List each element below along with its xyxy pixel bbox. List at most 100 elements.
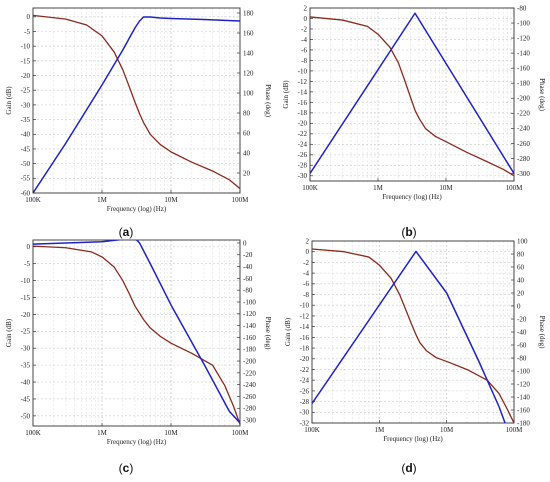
tick-label-right: -120: [243, 310, 256, 318]
tick-label-right: 20: [243, 169, 251, 177]
x-axis-label: Frequency (log) (Hz): [383, 435, 443, 443]
panel-b: 2 0 -2 -4 -6 -8 -10 -12 -14 -16 -18 -20 -22 -24 -26 -28…: [282, 4, 546, 201]
tick-label-right: -200: [243, 357, 256, 365]
tick-label-left: -30: [21, 345, 31, 353]
tick-label-right: 120: [243, 69, 254, 77]
tick-label-right: 160: [243, 29, 254, 37]
tick-label-x: 100K: [304, 426, 320, 434]
tick-label-right: -260: [517, 140, 530, 148]
tick-label-right: 0: [243, 239, 247, 247]
tick-label-left: -28: [298, 162, 308, 170]
tick-label-left: -14: [300, 323, 310, 331]
tick-label-right: -140: [243, 322, 256, 330]
tick-label-right: -80: [517, 354, 527, 362]
tick-label-left: -50: [21, 160, 31, 168]
tick-label-left: -4: [303, 270, 309, 278]
tick-label-right: 40: [517, 276, 525, 284]
tick-label-right: -260: [243, 393, 256, 401]
tick-label-right: -60: [243, 275, 253, 283]
gain-series-line: [312, 248, 514, 423]
tick-label-right: -40: [243, 263, 253, 271]
tick-label-left: -16: [300, 334, 310, 342]
tick-label-right: 140: [243, 49, 254, 57]
phase-series-line: [310, 12, 514, 174]
y-axis-label-left: Gain (dB): [5, 318, 13, 347]
tick-label-left: 0: [304, 15, 308, 23]
tick-label-right: 80: [517, 250, 525, 258]
tick-label-left: -10: [298, 67, 308, 75]
tick-label-left: -5: [24, 260, 30, 268]
tick-label-left: 2: [304, 4, 308, 12]
tick-label-left: -55: [21, 175, 31, 183]
panel-d: 20-2-4-6-8-10-12-14-16-18-20-22-24-26-28…: [284, 237, 546, 443]
tick-label-left: -5: [24, 28, 30, 36]
tick-label-x: 100M: [232, 429, 250, 437]
tick-label-right: -120: [517, 380, 530, 388]
panel-label-c: (c): [119, 461, 134, 475]
tick-label-right: -80: [243, 287, 253, 295]
tick-label-left: -16: [298, 99, 308, 107]
gain-series-line: [33, 14, 240, 190]
tick-label-right: -20: [243, 251, 253, 259]
tick-label-x: 100M: [232, 196, 250, 204]
tick-label-left: -28: [300, 398, 310, 406]
tick-label-x: 100M: [506, 426, 524, 434]
tick-label-x: 1M: [97, 429, 108, 437]
tick-label-right: -200: [517, 95, 530, 103]
tick-label-right: -220: [243, 369, 256, 377]
tick-label-right: -180: [517, 80, 530, 88]
tick-label-x: 10M: [439, 184, 453, 192]
tick-label-left: -30: [298, 172, 308, 180]
tick-label-left: -8: [301, 57, 307, 65]
tick-label-right: 100: [243, 89, 254, 97]
tick-label-left: -22: [298, 130, 308, 138]
gain-series-line: [33, 245, 240, 425]
tick-label-left: -40: [21, 378, 31, 386]
tick-label-left: -35: [21, 362, 31, 370]
panel-label-b: (b): [401, 225, 416, 239]
tick-label-left: -40: [21, 131, 31, 139]
panel-label-a: (a): [119, 225, 134, 239]
y-axis-label-right: Phase (deg): [264, 317, 272, 351]
tick-label-x: 100K: [25, 196, 41, 204]
tick-label-x: 1M: [373, 184, 384, 192]
tick-label-right: 100: [517, 237, 528, 245]
y-axis-label-right: Phase (deg): [538, 316, 546, 350]
tick-label-right: 60: [517, 263, 525, 271]
tick-label-left: -50: [21, 412, 31, 420]
tick-label-right: -220: [517, 110, 530, 118]
tick-label-left: -24: [300, 377, 310, 385]
y-axis-label-left: Gain (dB): [5, 86, 13, 115]
tick-label-left: -6: [301, 46, 307, 54]
tick-label-left: -10: [21, 43, 31, 51]
tick-label-right: -80: [517, 4, 527, 12]
tick-label-right: -100: [517, 19, 530, 27]
tick-label-left: -32: [300, 419, 310, 427]
tick-label-left: 0: [27, 243, 31, 251]
tick-label-left: -45: [21, 145, 31, 153]
y-axis-label-left: Gain (dB): [284, 317, 292, 346]
tick-label-left: 2: [306, 237, 310, 245]
tick-label-right: -160: [517, 406, 530, 414]
tick-label-left: -14: [298, 88, 308, 96]
tick-label-left: -20: [21, 311, 31, 319]
tick-label-left: -20: [298, 120, 308, 128]
phase-series-line: [33, 240, 240, 424]
tick-label-left: -4: [301, 36, 307, 44]
tick-label-left: -24: [298, 141, 308, 149]
tick-label-left: -15: [21, 294, 31, 302]
tick-label-left: -25: [21, 87, 31, 95]
tick-label-right: -20: [517, 315, 527, 323]
tick-label-left: -2: [301, 25, 307, 33]
tick-label-right: 180: [243, 9, 254, 17]
tick-label-right: -140: [517, 393, 530, 401]
tick-label-left: 0: [306, 248, 310, 256]
tick-label-right: -160: [517, 65, 530, 73]
tick-label-left: -30: [21, 101, 31, 109]
panel-c: 0 -5 -10 -15 -20 -25 -30 -35 -40 -45 -50 0 -20 -40 -60…: [5, 239, 272, 446]
tick-label-x: 1M: [97, 196, 108, 204]
tick-label-left: -35: [21, 116, 31, 124]
tick-label-left: -45: [21, 395, 31, 403]
tick-label-left: -8: [303, 291, 309, 299]
